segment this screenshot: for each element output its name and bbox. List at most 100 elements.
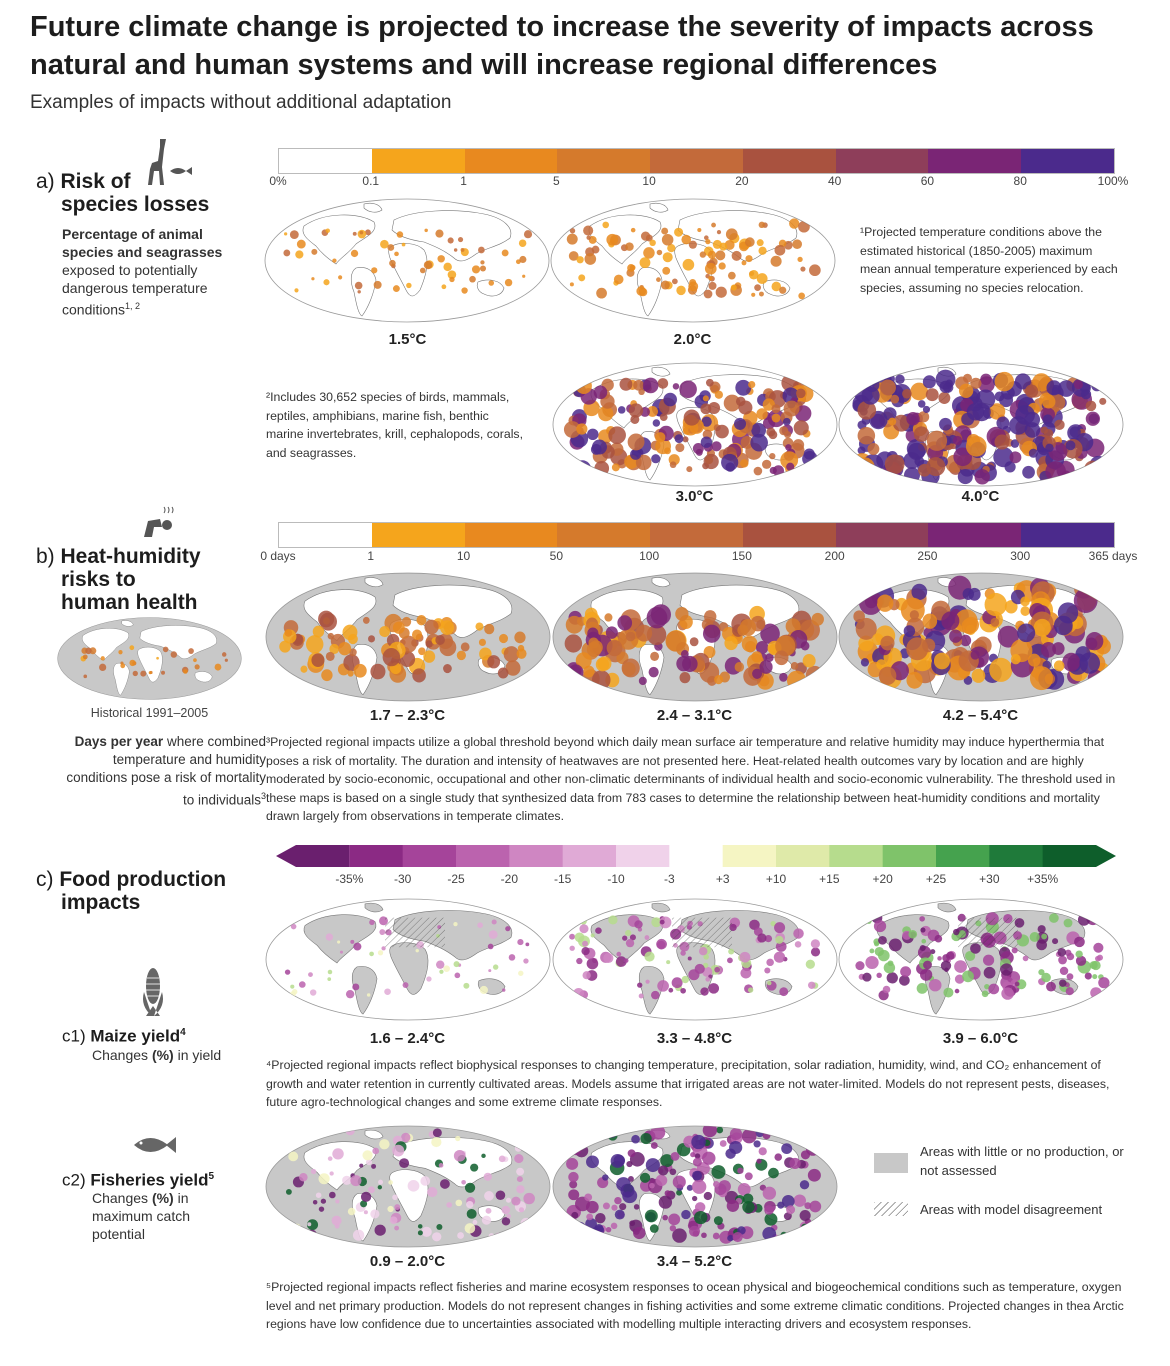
impact-blob <box>576 423 588 435</box>
impact-blob <box>669 461 677 469</box>
impact-blob <box>582 940 589 947</box>
scale-swatch <box>371 149 465 173</box>
impact-blob <box>945 379 953 388</box>
impact-blob <box>1053 660 1065 672</box>
heat-map-historical <box>57 617 242 700</box>
impact-blob <box>633 379 645 391</box>
impact-blob <box>453 1149 466 1162</box>
impact-blob <box>1085 400 1097 412</box>
impact-blob <box>514 631 526 644</box>
fisheries-map-label: 0.9 – 2.0°C <box>369 1253 446 1270</box>
continent <box>392 1137 513 1188</box>
impact-blob <box>928 978 942 992</box>
impact-blob <box>699 251 707 258</box>
scale-tick: 250 <box>917 549 938 563</box>
impact-blob <box>794 941 802 948</box>
impact-blob <box>727 1234 734 1242</box>
impact-blob <box>692 1170 703 1181</box>
impact-blob <box>968 587 981 601</box>
impact-blob <box>290 923 297 930</box>
impact-blob <box>662 1214 668 1221</box>
impact-blob <box>188 648 194 654</box>
impact-blob <box>307 1222 312 1227</box>
impact-blob <box>580 917 587 925</box>
impact-blob <box>668 987 674 993</box>
impact-blob <box>327 969 333 975</box>
impact-blob <box>754 284 761 292</box>
impact-blob <box>922 613 938 629</box>
impact-blob <box>1065 987 1074 996</box>
impact-blob <box>496 1125 506 1135</box>
scale-swatch <box>722 845 777 867</box>
impact-blob <box>573 463 585 476</box>
impact-blob <box>625 929 632 937</box>
impact-blob <box>922 375 936 389</box>
scale-tick: 365 days <box>1088 549 1138 563</box>
impact-blob <box>1009 451 1022 464</box>
impact-blob <box>1022 465 1035 479</box>
impact-blob <box>683 409 700 426</box>
impact-blob <box>857 426 876 445</box>
impact-blob <box>463 982 470 989</box>
impact-blob <box>320 1198 327 1204</box>
impact-blob <box>703 1191 713 1201</box>
impact-blob <box>578 274 586 282</box>
impact-blob <box>666 960 671 965</box>
impact-blob <box>658 1195 673 1209</box>
legend-hatch-swatch <box>874 1202 908 1216</box>
impact-blob <box>512 1230 519 1237</box>
impact-blob <box>990 617 1000 627</box>
impact-blob <box>640 1133 652 1145</box>
impact-blob <box>424 228 428 233</box>
impact-blob <box>498 1155 506 1163</box>
impact-blob <box>522 274 526 278</box>
scale-swatch <box>742 523 836 547</box>
impact-blob <box>792 439 805 451</box>
impact-blob <box>619 377 633 391</box>
impact-blob <box>389 259 396 267</box>
impact-blob <box>479 647 492 661</box>
species-scale-ticks: 0% 0.1 1 5 10 20 40 60 80 100% <box>269 174 1128 192</box>
impact-blob <box>664 1190 671 1197</box>
impact-blob <box>665 630 686 652</box>
impact-blob <box>656 277 661 282</box>
impact-blob <box>649 239 656 247</box>
impact-blob <box>691 1134 706 1150</box>
impact-blob <box>702 1125 718 1138</box>
fisheries-map-1 <box>265 1125 551 1248</box>
impact-blob <box>411 629 423 641</box>
impact-blob <box>379 929 386 935</box>
impact-blob <box>739 619 757 637</box>
impact-blob <box>651 990 660 1000</box>
world-map <box>838 572 1124 702</box>
impact-blob <box>688 1225 700 1237</box>
species-map-label: 2.0°C <box>673 331 712 348</box>
impact-blob <box>392 285 400 293</box>
impact-blob <box>629 934 636 941</box>
impact-blob <box>921 938 927 944</box>
scale-tick: 1 <box>367 549 375 563</box>
impact-blob <box>431 1137 442 1148</box>
impact-blob <box>745 255 753 263</box>
impact-blob <box>899 975 910 986</box>
impact-blob <box>718 262 726 270</box>
impact-blob <box>937 956 942 961</box>
impact-blob <box>853 381 863 391</box>
impact-blob <box>608 426 626 444</box>
impact-blob <box>960 634 972 647</box>
scale-swatch <box>279 523 372 547</box>
impact-blob <box>419 267 426 274</box>
impact-blob <box>783 400 800 417</box>
species-map-label: 4.0°C <box>961 488 1000 505</box>
impact-blob <box>911 583 928 601</box>
impact-blob <box>636 286 647 296</box>
scale-tick: 0 days <box>260 549 296 563</box>
impact-blob <box>432 1232 442 1242</box>
scale-tick: +15 <box>819 872 840 886</box>
scale-swatch <box>835 149 929 173</box>
impact-blob <box>938 392 951 404</box>
impact-blob <box>449 276 455 283</box>
impact-blob <box>435 635 445 645</box>
impact-blob <box>702 624 721 643</box>
impact-blob <box>394 1204 401 1211</box>
